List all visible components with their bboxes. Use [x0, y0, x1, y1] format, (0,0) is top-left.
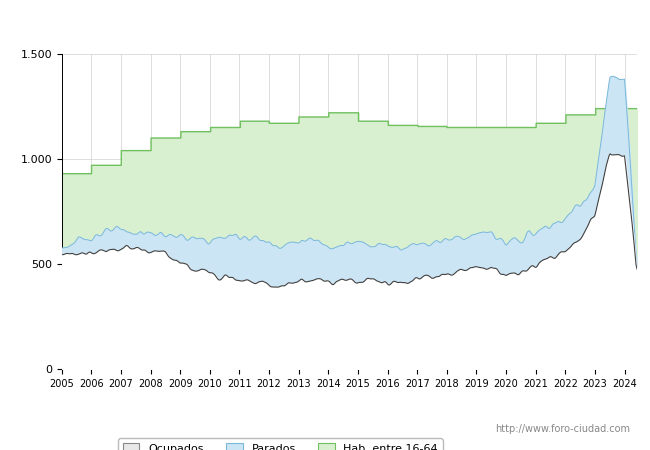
- Legend: Ocupados, Parados, Hab. entre 16-64: Ocupados, Parados, Hab. entre 16-64: [118, 438, 443, 450]
- Text: http://www.foro-ciudad.com: http://www.foro-ciudad.com: [495, 424, 630, 434]
- Text: Beniarjó - Evolucion de la poblacion en edad de Trabajar Mayo de 2024: Beniarjó - Evolucion de la poblacion en …: [88, 17, 562, 30]
